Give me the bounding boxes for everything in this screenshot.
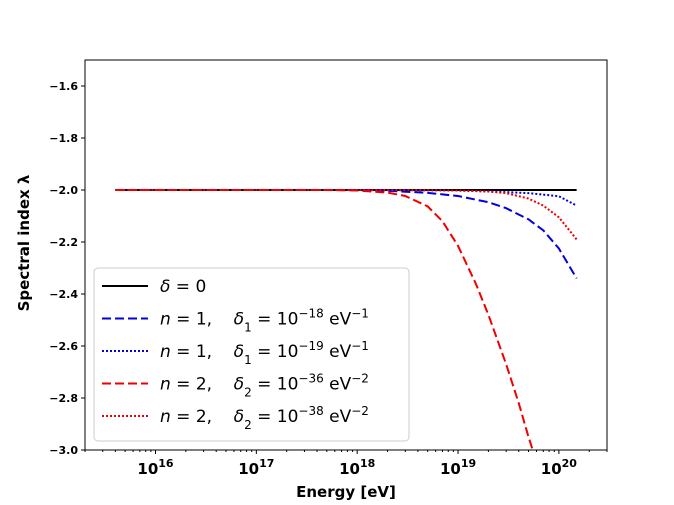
series-line-n1_1e-18 — [115, 189, 578, 279]
y-tick-label: −2.4 — [49, 288, 78, 301]
y-tick-label: −2.6 — [49, 340, 78, 353]
legend-box — [93, 267, 410, 442]
series-line-n2_1e-38 — [115, 189, 578, 241]
y-tick-label: −1.8 — [49, 132, 78, 145]
legend-label-n2_1e-36: n = 2, δ2 = 10−36 eV−2 — [160, 372, 369, 400]
x-tick-label: 1019 — [440, 457, 476, 478]
legend-label-delta0: δ = 0 — [160, 277, 206, 297]
y-axis: −1.6 −1.8 −2.0 −2.2 −2.4 −2.6 −2.8 −3.0 — [49, 80, 85, 457]
y-tick-label: −2.8 — [49, 392, 78, 405]
x-axis: 1016 1017 1018 1019 1020 — [84, 450, 608, 478]
y-tick-label: −1.6 — [49, 80, 78, 93]
x-axis-title: Energy [eV] — [296, 483, 396, 501]
x-tick-label: 1018 — [339, 457, 375, 478]
legend-label-n2_1e-38: n = 2, δ2 = 10−38 eV−2 — [160, 404, 369, 432]
y-tick-label: −3.0 — [49, 444, 78, 457]
legend-label-n1_1e-18: n = 1, δ1 = 10−18 eV−1 — [160, 307, 369, 335]
x-tick-label: 1016 — [137, 457, 174, 478]
x-tick-label: 1017 — [238, 457, 274, 478]
legend: δ = 0 n = 1, δ1 = 10−18 eV−1 n = 1, δ1 = 1… — [93, 267, 410, 442]
y-tick-label: −2.2 — [49, 236, 78, 249]
legend-label-n1_1e-19: n = 1, δ1 = 10−19 eV−1 — [160, 339, 369, 367]
plot-frame — [84, 59, 608, 451]
series-lines — [115, 189, 578, 450]
plot-area — [84, 59, 608, 451]
y-axis-title: Spectral index λ — [15, 174, 33, 311]
y-tick-label: −2.0 — [49, 184, 78, 197]
x-tick-label: 1020 — [541, 457, 578, 478]
